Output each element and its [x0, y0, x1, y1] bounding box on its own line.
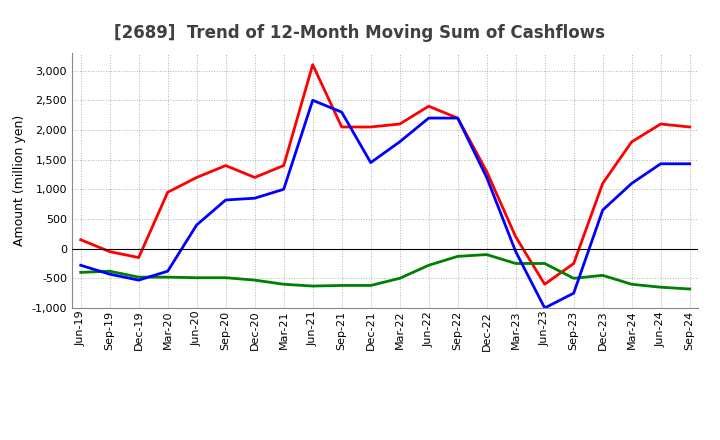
Operating Cashflow — [163, 190, 172, 195]
Operating Cashflow — [366, 125, 375, 130]
Free Cashflow — [482, 175, 491, 180]
Operating Cashflow — [105, 249, 114, 254]
Operating Cashflow — [251, 175, 259, 180]
Free Cashflow — [135, 278, 143, 283]
Investing Cashflow — [685, 286, 694, 292]
Operating Cashflow — [482, 169, 491, 174]
Investing Cashflow — [424, 263, 433, 268]
Operating Cashflow — [657, 121, 665, 127]
Free Cashflow — [685, 161, 694, 166]
Free Cashflow — [163, 268, 172, 274]
Free Cashflow — [395, 139, 404, 144]
Free Cashflow — [598, 207, 607, 213]
Operating Cashflow — [570, 261, 578, 266]
Free Cashflow — [511, 249, 520, 254]
Investing Cashflow — [541, 261, 549, 266]
Investing Cashflow — [482, 252, 491, 257]
Line: Operating Cashflow: Operating Cashflow — [81, 65, 690, 284]
Investing Cashflow — [366, 283, 375, 288]
Operating Cashflow — [221, 163, 230, 168]
Free Cashflow — [657, 161, 665, 166]
Investing Cashflow — [338, 283, 346, 288]
Operating Cashflow — [541, 282, 549, 287]
Free Cashflow — [424, 115, 433, 121]
Operating Cashflow — [279, 163, 288, 168]
Free Cashflow — [251, 195, 259, 201]
Investing Cashflow — [570, 276, 578, 281]
Free Cashflow — [105, 271, 114, 277]
Investing Cashflow — [251, 278, 259, 283]
Operating Cashflow — [424, 103, 433, 109]
Investing Cashflow — [657, 285, 665, 290]
Free Cashflow — [192, 222, 201, 227]
Free Cashflow — [570, 290, 578, 296]
Free Cashflow — [338, 110, 346, 115]
Free Cashflow — [454, 115, 462, 121]
Operating Cashflow — [135, 255, 143, 260]
Operating Cashflow — [76, 237, 85, 242]
Investing Cashflow — [598, 273, 607, 278]
Free Cashflow — [308, 98, 317, 103]
Text: [2689]  Trend of 12-Month Moving Sum of Cashflows: [2689] Trend of 12-Month Moving Sum of C… — [114, 24, 606, 42]
Operating Cashflow — [338, 125, 346, 130]
Free Cashflow — [366, 160, 375, 165]
Line: Free Cashflow: Free Cashflow — [81, 100, 690, 308]
Investing Cashflow — [135, 275, 143, 280]
Investing Cashflow — [627, 282, 636, 287]
Operating Cashflow — [454, 115, 462, 121]
Investing Cashflow — [395, 276, 404, 281]
Operating Cashflow — [627, 139, 636, 144]
Operating Cashflow — [685, 125, 694, 130]
Free Cashflow — [76, 263, 85, 268]
Investing Cashflow — [221, 275, 230, 280]
Investing Cashflow — [192, 275, 201, 280]
Operating Cashflow — [192, 175, 201, 180]
Investing Cashflow — [163, 275, 172, 280]
Free Cashflow — [541, 305, 549, 311]
Investing Cashflow — [105, 268, 114, 274]
Investing Cashflow — [279, 282, 288, 287]
Investing Cashflow — [308, 283, 317, 289]
Free Cashflow — [627, 181, 636, 186]
Line: Investing Cashflow: Investing Cashflow — [81, 255, 690, 289]
Investing Cashflow — [511, 261, 520, 266]
Operating Cashflow — [308, 62, 317, 67]
Investing Cashflow — [76, 270, 85, 275]
Free Cashflow — [279, 187, 288, 192]
Y-axis label: Amount (million yen): Amount (million yen) — [13, 115, 26, 246]
Operating Cashflow — [511, 234, 520, 239]
Free Cashflow — [221, 198, 230, 203]
Investing Cashflow — [454, 254, 462, 259]
Operating Cashflow — [395, 121, 404, 127]
Operating Cashflow — [598, 181, 607, 186]
